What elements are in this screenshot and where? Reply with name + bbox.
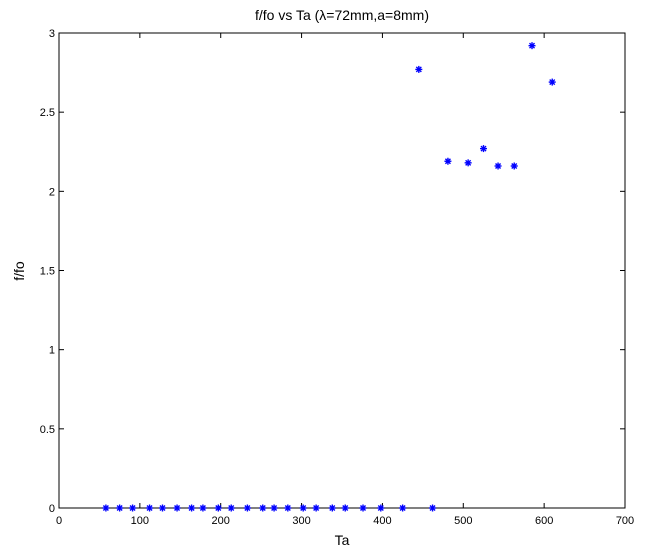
data-point <box>328 504 336 512</box>
data-point <box>270 504 278 512</box>
y-tick-label: 1 <box>49 345 55 357</box>
x-tick-label: 500 <box>454 515 472 527</box>
data-point <box>243 504 251 512</box>
axes: 0 100 200 300 400 500 600 700 0 0.5 1 1.5 2 2.5 3 <box>40 28 634 527</box>
data-point <box>377 504 385 512</box>
data-point <box>259 504 267 512</box>
data-point <box>548 78 556 86</box>
y-tick-label: 0 <box>49 503 55 515</box>
data-point <box>284 504 292 512</box>
data-point <box>480 145 487 153</box>
data-point <box>116 504 124 512</box>
data-point <box>173 504 181 512</box>
x-tick-label: 400 <box>373 515 391 527</box>
plot-frame <box>58 32 626 509</box>
data-point <box>359 504 367 512</box>
data-point <box>415 65 423 73</box>
y-tick-label: 3 <box>49 28 55 40</box>
data-point <box>227 504 235 512</box>
data-point <box>129 504 137 512</box>
data-point <box>312 504 320 512</box>
y-tick-label: 0.5 <box>40 424 55 436</box>
data-point <box>528 42 536 50</box>
data-point <box>188 504 196 512</box>
y-tick-label: 1.5 <box>40 266 55 278</box>
y-tick-label: 2 <box>49 186 55 198</box>
x-tick-label: 300 <box>292 515 310 527</box>
x-tick-label: 200 <box>212 515 230 527</box>
data-point <box>146 504 154 512</box>
x-axis-label: Ta <box>335 532 350 548</box>
data-point <box>214 504 222 512</box>
data-point <box>341 504 349 512</box>
data-point <box>199 504 207 512</box>
data-point <box>299 504 307 512</box>
x-tick-label: 600 <box>535 515 553 527</box>
y-axis-label: f/fo <box>11 261 27 281</box>
data-point <box>158 504 166 512</box>
y-tick-label: 2.5 <box>40 107 55 119</box>
x-tick-label: 0 <box>56 515 62 527</box>
data-point <box>464 159 472 167</box>
data-point <box>399 504 407 512</box>
x-tick-label: 700 <box>616 515 634 527</box>
data-point <box>494 162 502 170</box>
data-points <box>102 42 556 512</box>
data-point <box>444 157 452 165</box>
chart-title: f/fo vs Ta (λ=72mm,a=8mm) <box>255 7 429 23</box>
data-point <box>102 504 110 512</box>
x-tick-label: 100 <box>131 515 149 527</box>
data-point <box>510 162 518 170</box>
data-point <box>429 504 437 512</box>
